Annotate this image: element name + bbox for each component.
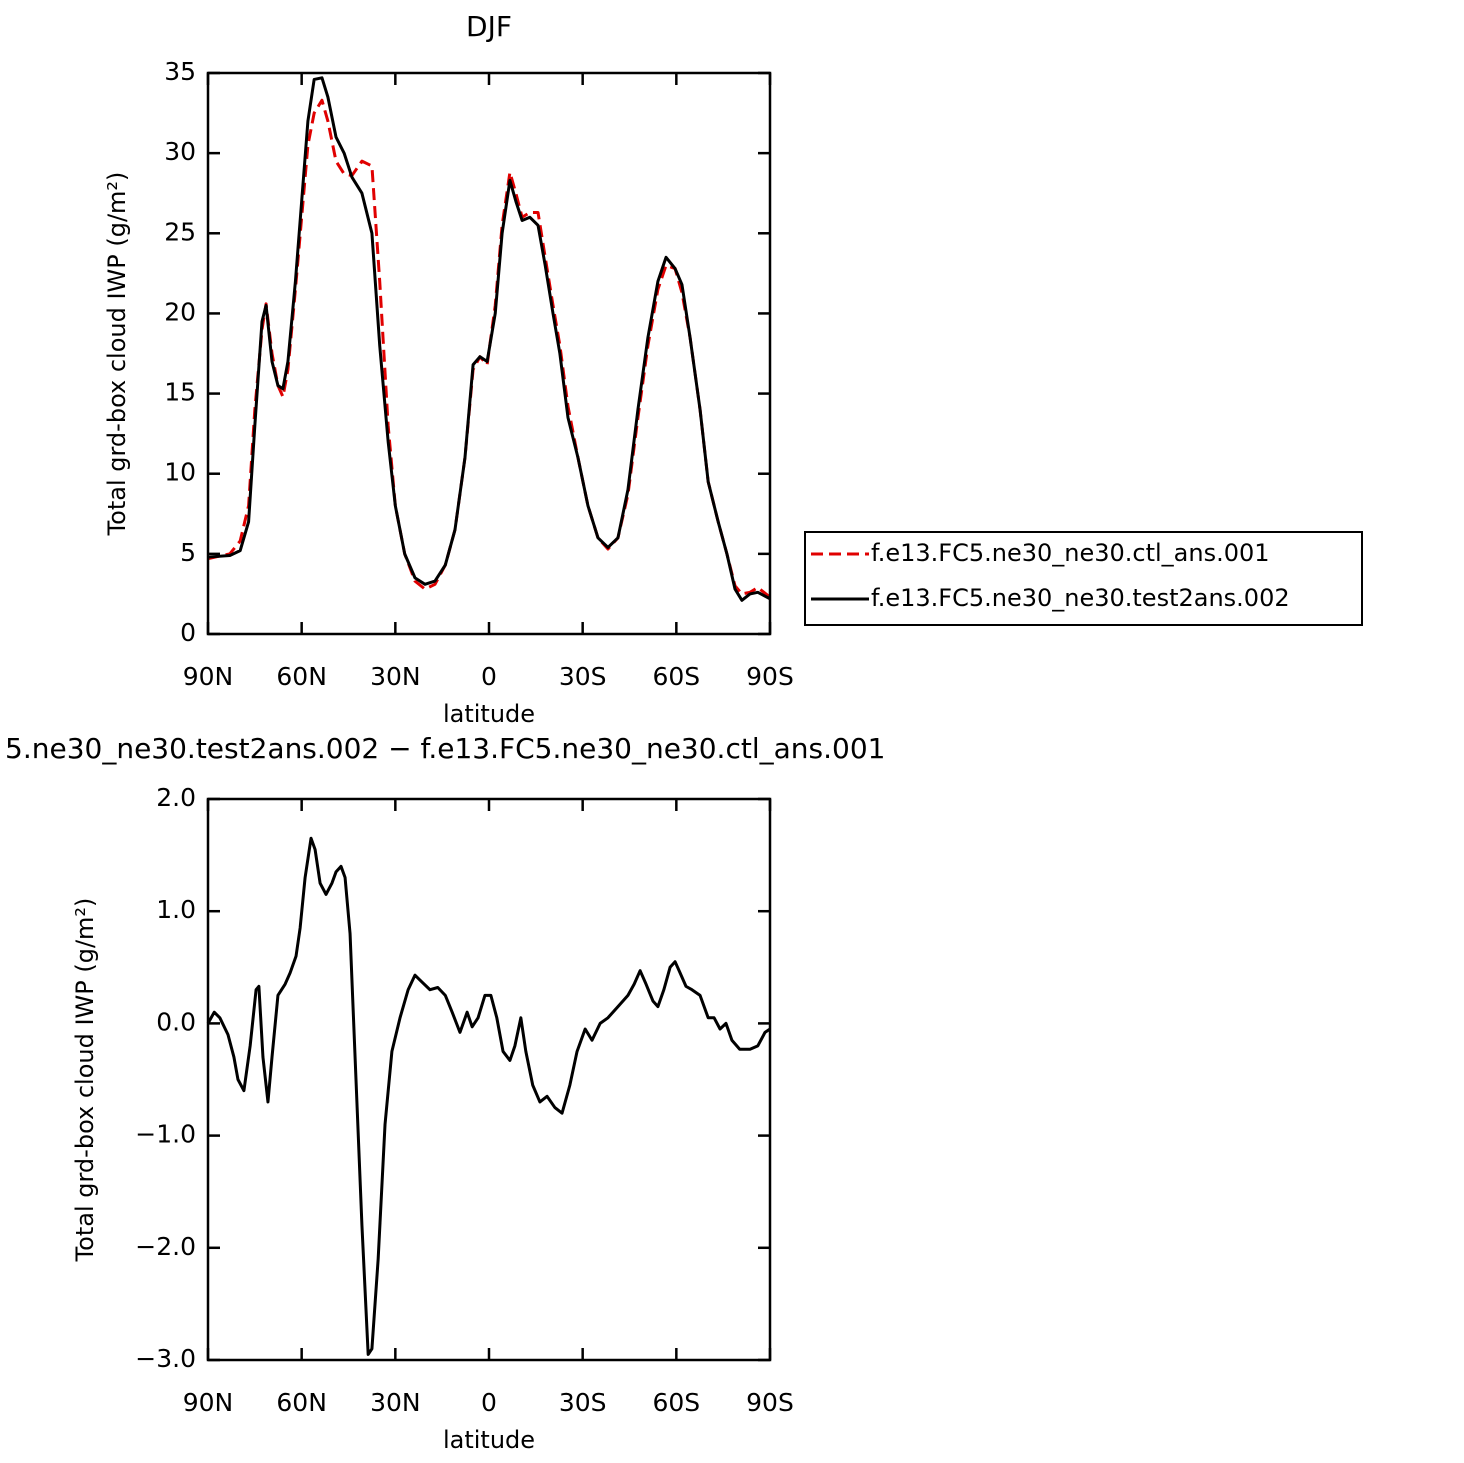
y-tick-label: −2.0 [135, 1232, 196, 1261]
y-tick-label: 25 [164, 217, 196, 246]
x-tick-label: 60N [276, 662, 327, 691]
chart-title: 5.ne30_ne30.test2ans.002 − f.e13.FC5.ne3… [5, 732, 885, 765]
x-tick-label: 30S [559, 662, 607, 691]
x-tick-label: 90S [746, 662, 794, 691]
y-tick-label: 5 [180, 538, 196, 567]
x-tick-label: 60S [652, 1388, 700, 1417]
x-tick-label: 0 [481, 1388, 497, 1417]
y-tick-label: 0 [180, 618, 196, 647]
y-tick-label: 10 [164, 458, 196, 487]
y-tick-label: −1.0 [135, 1120, 196, 1149]
x-tick-label: 60N [276, 1388, 327, 1417]
y-axis-label: Total grd-box cloud IWP (g/m²) [71, 898, 99, 1263]
x-tick-label: 60S [652, 662, 700, 691]
y-tick-label: 15 [164, 378, 196, 407]
x-tick-label: 0 [481, 662, 497, 691]
data-line [206, 836, 771, 1356]
chart-title: DJF [466, 10, 512, 43]
x-tick-label: 90S [746, 1388, 794, 1417]
x-tick-label: 30N [370, 662, 421, 691]
x-axis-label: latitude [443, 700, 535, 728]
y-tick-label: −3.0 [135, 1344, 196, 1373]
x-tick-label: 30S [559, 1388, 607, 1417]
y-tick-label: 30 [164, 137, 196, 166]
plot-frame [206, 797, 772, 1362]
x-tick-label: 90N [183, 662, 234, 691]
legend-label: f.e13.FC5.ne30_ne30.ctl_ans.001 [871, 539, 1270, 567]
legend-box [804, 531, 1363, 626]
x-tick-label: 90N [183, 1388, 234, 1417]
legend-label: f.e13.FC5.ne30_ne30.test2ans.002 [871, 584, 1290, 612]
y-axis-label: Total grd-box cloud IWP (g/m²) [103, 172, 131, 537]
y-tick-label: 1.0 [156, 895, 196, 924]
y-tick-label: 2.0 [156, 783, 196, 812]
y-tick-label: 20 [164, 297, 196, 326]
y-tick-label: 0.0 [156, 1007, 196, 1036]
x-axis-label: latitude [443, 1426, 535, 1454]
x-tick-label: 30N [370, 1388, 421, 1417]
y-tick-label: 35 [164, 57, 196, 86]
data-line [207, 76, 771, 602]
